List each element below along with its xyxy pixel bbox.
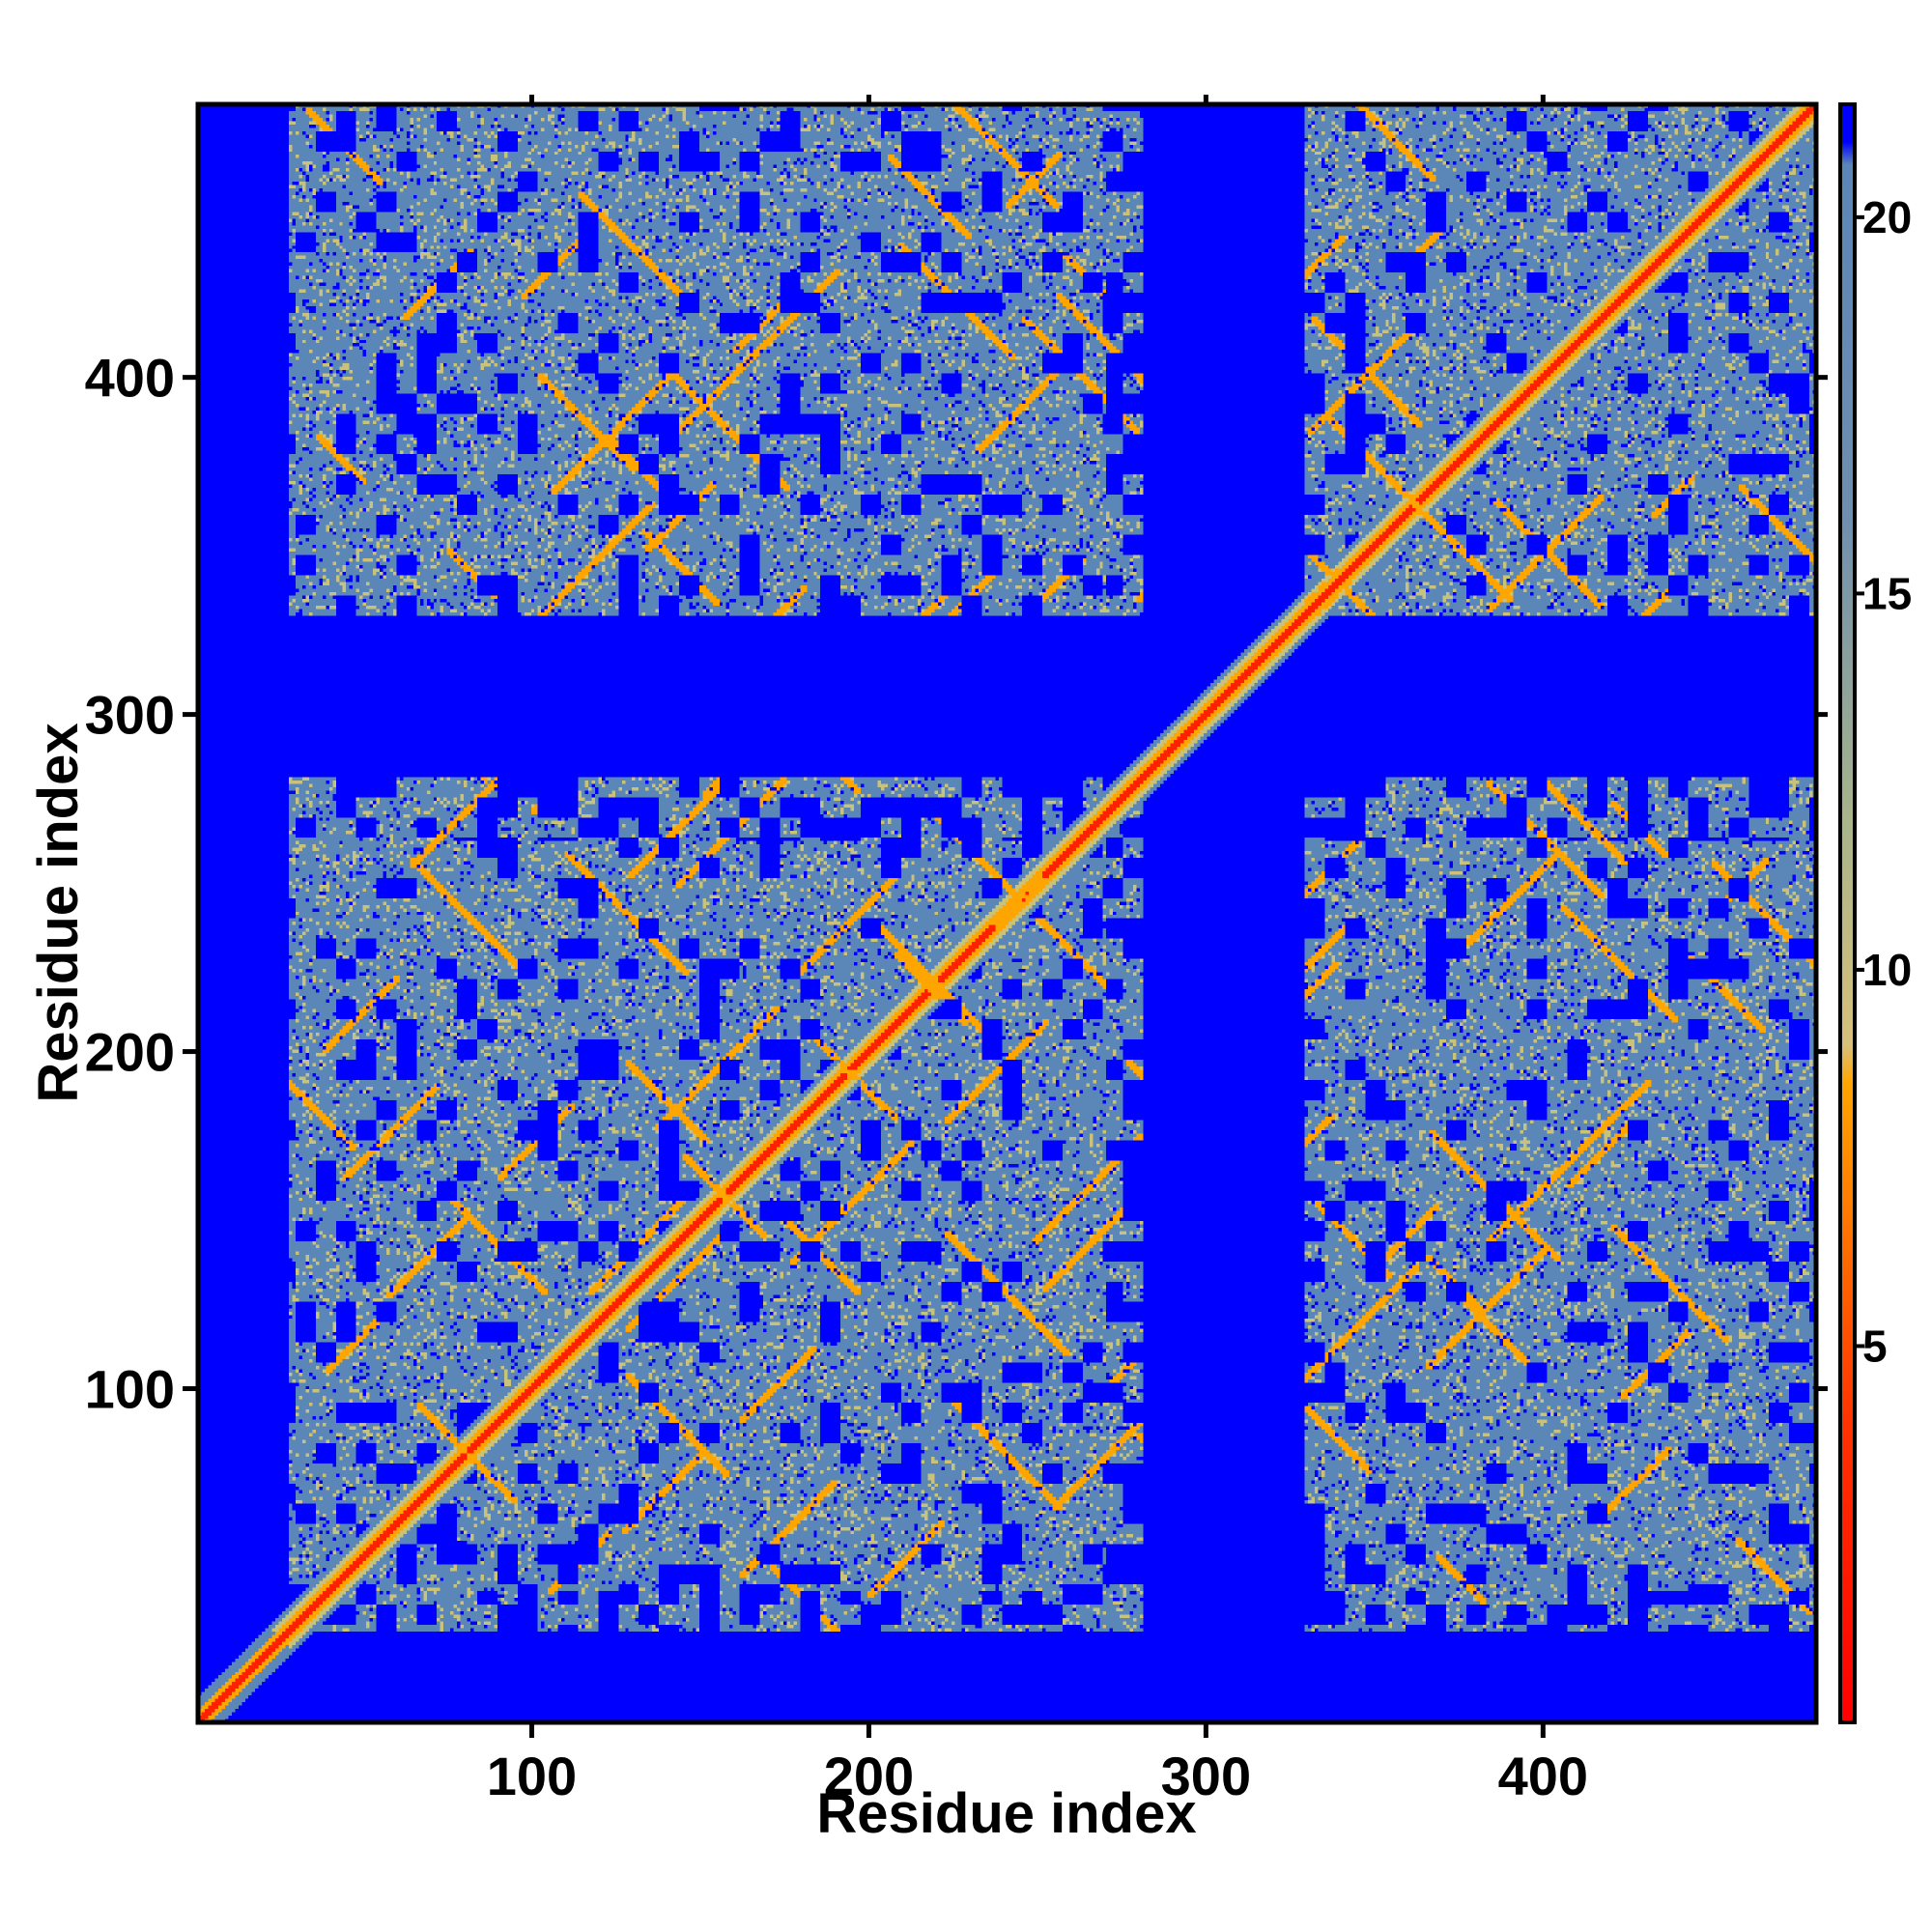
y-axis-ticks: 100 200 300 400 bbox=[85, 348, 198, 1420]
x-tick-label: 200 bbox=[824, 1746, 914, 1806]
plot-frame bbox=[195, 101, 1819, 1725]
colorbar bbox=[1838, 102, 1857, 1724]
y-tick-label: 400 bbox=[85, 348, 175, 409]
colorbar-tick-label: 15 bbox=[1862, 568, 1912, 618]
x-axis-title: Residue index bbox=[816, 1782, 1196, 1845]
x-tick-label: 100 bbox=[487, 1746, 577, 1806]
colorbar-tick-label: 10 bbox=[1862, 945, 1912, 995]
colorbar-tick-label: 5 bbox=[1862, 1321, 1888, 1371]
contact-map-heatmap bbox=[198, 104, 1816, 1722]
top-axis-ticks bbox=[528, 95, 1546, 104]
y-tick-label: 300 bbox=[85, 685, 175, 746]
colorbar-ticks: 5 10 15 20 bbox=[1855, 192, 1912, 1371]
right-axis-ticks bbox=[1816, 375, 1828, 1392]
x-tick-label: 300 bbox=[1161, 1746, 1251, 1806]
x-tick-label: 400 bbox=[1498, 1746, 1588, 1806]
y-tick-label: 100 bbox=[85, 1359, 175, 1420]
x-axis-ticks: 100 200 300 400 bbox=[487, 1722, 1588, 1806]
y-axis-title: Residue index bbox=[27, 723, 90, 1102]
y-tick-label: 200 bbox=[85, 1022, 175, 1083]
colorbar-tick-label: 20 bbox=[1862, 192, 1912, 242]
